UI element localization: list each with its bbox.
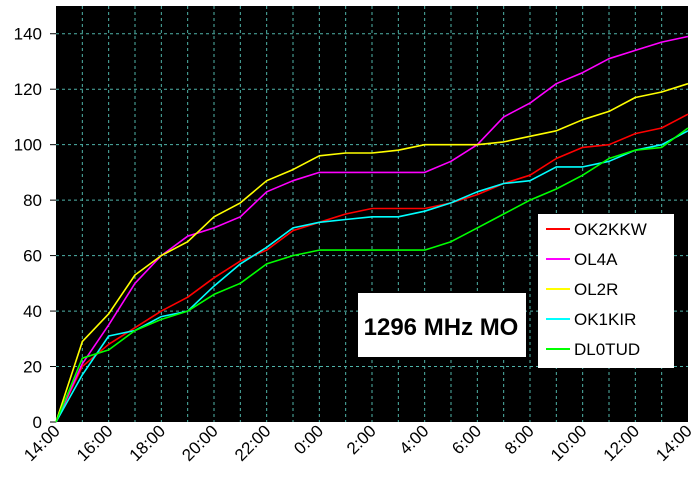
y-tick-label: 40 [23,302,42,321]
y-axis: 0 20 40 60 80 100 120 140 [14,25,56,432]
x-tick-label: 14:00 [20,421,64,465]
x-tick: 14:00 [20,421,64,465]
legend-label: OK1KIR [574,310,636,329]
x-tick-label: 2:00 [343,421,380,458]
x-tick-label: 10:00 [547,421,591,465]
y-tick-label: 0 [33,413,42,432]
x-tick-label: 22:00 [231,421,275,465]
legend: OK2KKW OL4A OL2R OK1KIR DL0TUD [538,214,674,368]
x-tick: 14:00 [652,421,694,465]
series-line-ol2r [55,82,689,423]
series-line-ok1kir [55,130,689,423]
x-tick: 20:00 [178,421,222,465]
x-tick-label: 14:00 [652,421,694,465]
x-tick-label: 4:00 [396,421,433,458]
title-background [358,293,526,357]
y-tick-label: 140 [14,25,42,44]
x-tick: 0:00 [290,421,327,458]
x-tick-label: 8:00 [501,421,538,458]
x-tick: 12:00 [600,421,644,465]
x-tick: 18:00 [126,421,170,465]
x-tick: 22:00 [231,421,275,465]
x-tick: 16:00 [73,421,117,465]
legend-label: OK2KKW [574,220,647,239]
x-tick-label: 0:00 [290,421,327,458]
legend-label: DL0TUD [574,340,640,359]
y-tick-label: 20 [23,358,42,377]
x-tick: 8:00 [501,421,538,458]
legend-background [538,214,674,368]
series-line-dl0tud [55,127,689,423]
x-axis: 14:00 16:00 18:00 20:00 22:00 0:00 2:00 4:00 6:0… [20,421,694,465]
chart-title: 1296 MHz MO [364,314,519,341]
y-tick-label: 60 [23,247,42,266]
x-tick-label: 20:00 [178,421,222,465]
y-tick-label: 80 [23,191,42,210]
x-tick-label: 18:00 [126,421,170,465]
x-tick: 10:00 [547,421,591,465]
series-line-ok2kkw [55,113,689,423]
x-tick-label: 12:00 [600,421,644,465]
x-tick: 6:00 [448,421,485,458]
x-tick-label: 6:00 [448,421,485,458]
x-tick-label: 16:00 [73,421,117,465]
title-box: 1296 MHz MO [358,293,526,357]
series-layer [55,35,689,423]
x-tick: 2:00 [343,421,380,458]
y-tick-label: 120 [14,80,42,99]
y-tick-label: 100 [14,136,42,155]
legend-label: OL2R [574,280,618,299]
legend-label: OL4A [574,250,618,269]
x-tick: 4:00 [396,421,433,458]
